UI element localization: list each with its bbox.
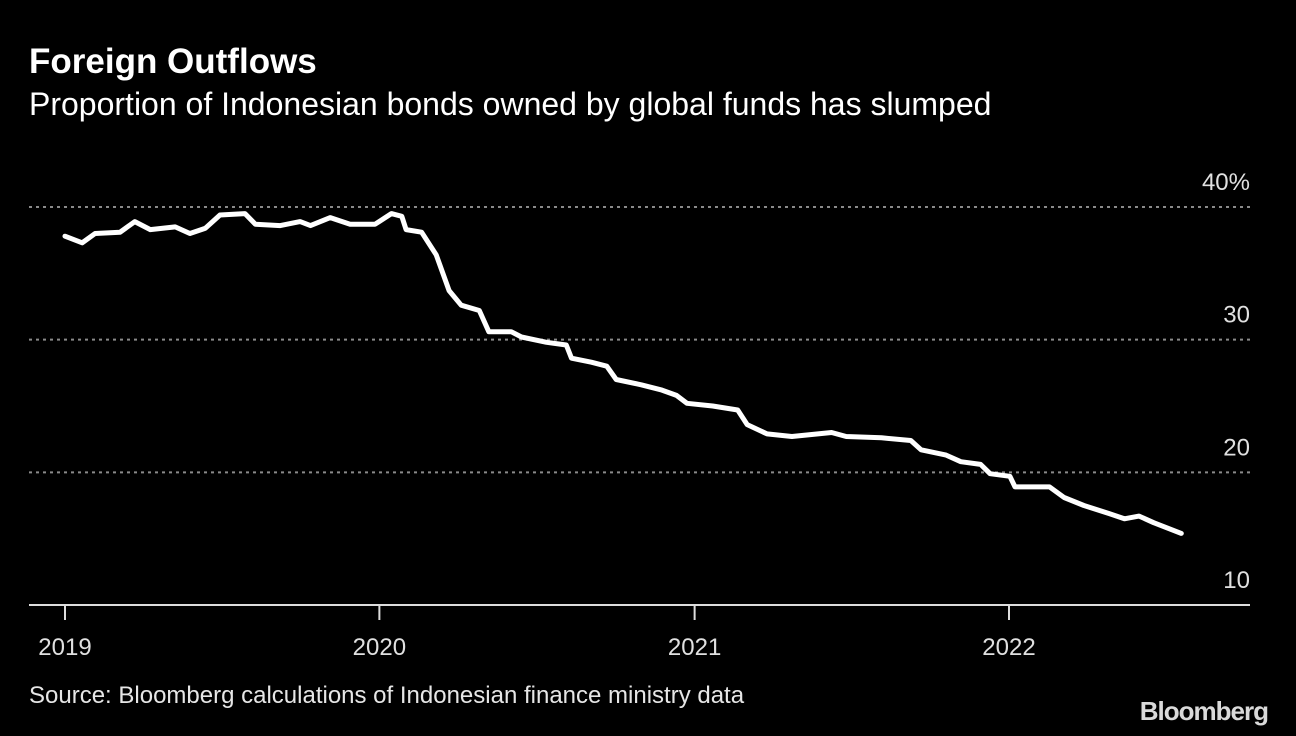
chart-subtitle: Proportion of Indonesian bonds owned by … bbox=[29, 86, 992, 122]
y-tick-label: 10 bbox=[1223, 567, 1250, 594]
bloomberg-logo: Bloomberg bbox=[1139, 696, 1269, 726]
x-tick-label: 2020 bbox=[353, 634, 406, 661]
y-tick-label: 20 bbox=[1223, 434, 1250, 461]
y-tick-label: 40% bbox=[1202, 169, 1250, 196]
data-line bbox=[62, 211, 1184, 536]
x-tick-label: 2019 bbox=[38, 634, 91, 661]
x-tick-label: 2021 bbox=[668, 634, 721, 661]
y-tick-label: 30 bbox=[1223, 302, 1250, 329]
source-note: Source: Bloomberg calculations of Indone… bbox=[29, 682, 745, 709]
chart-title: Foreign Outflows bbox=[29, 42, 317, 81]
x-tick-label: 2022 bbox=[982, 634, 1035, 661]
